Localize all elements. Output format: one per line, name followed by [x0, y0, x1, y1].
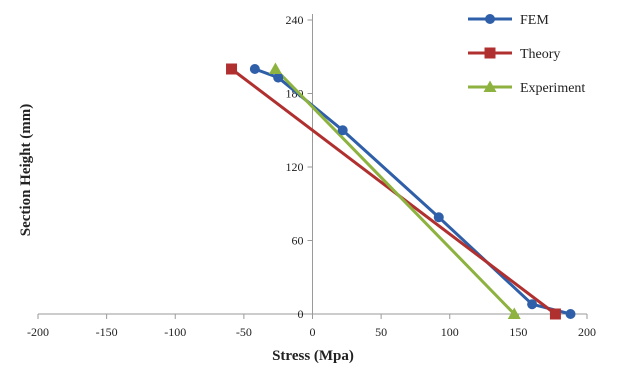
- x-tick-label: 150: [509, 325, 527, 339]
- series-line-experiment: [274, 67, 516, 316]
- y-tick-label: 120: [286, 160, 304, 174]
- series-line-fem: [254, 67, 571, 316]
- x-tick-label: -50: [236, 325, 252, 339]
- data-point-fem: [273, 72, 284, 83]
- legend-marker-experiment: [483, 80, 497, 92]
- legend-label-fem: FEM: [520, 13, 549, 28]
- y-tick-label: 0: [298, 307, 304, 321]
- x-axis-title: Stress (Mpa): [272, 348, 354, 364]
- data-point-fem: [433, 212, 444, 223]
- data-point-fem: [527, 299, 538, 310]
- legend-label-theory: Theory: [520, 47, 560, 62]
- data-point-fem: [249, 64, 260, 74]
- legend-marker-fem: [485, 14, 495, 24]
- y-tick-label: 240: [286, 13, 304, 27]
- data-point-theory: [226, 63, 238, 75]
- x-tick-label: 0: [310, 325, 316, 339]
- y-tick-label: 180: [286, 87, 304, 101]
- legend-label-experiment: Experiment: [520, 81, 585, 96]
- x-tick-label: 50: [375, 325, 387, 339]
- x-tick-label: -200: [27, 325, 49, 339]
- data-point-fem: [565, 309, 576, 319]
- data-point-experiment: [507, 307, 521, 319]
- x-tick-label: 200: [578, 325, 596, 339]
- x-tick-label: -150: [96, 325, 118, 339]
- y-tick-label: 60: [292, 234, 304, 248]
- legend-marker-theory: [484, 47, 496, 59]
- y-axis-title: Section Height (mm): [18, 104, 34, 236]
- x-tick-label: -100: [164, 325, 186, 339]
- x-tick-label: 100: [441, 325, 459, 339]
- data-point-fem: [337, 125, 348, 136]
- data-point-experiment: [268, 62, 282, 74]
- data-point-theory: [549, 308, 561, 320]
